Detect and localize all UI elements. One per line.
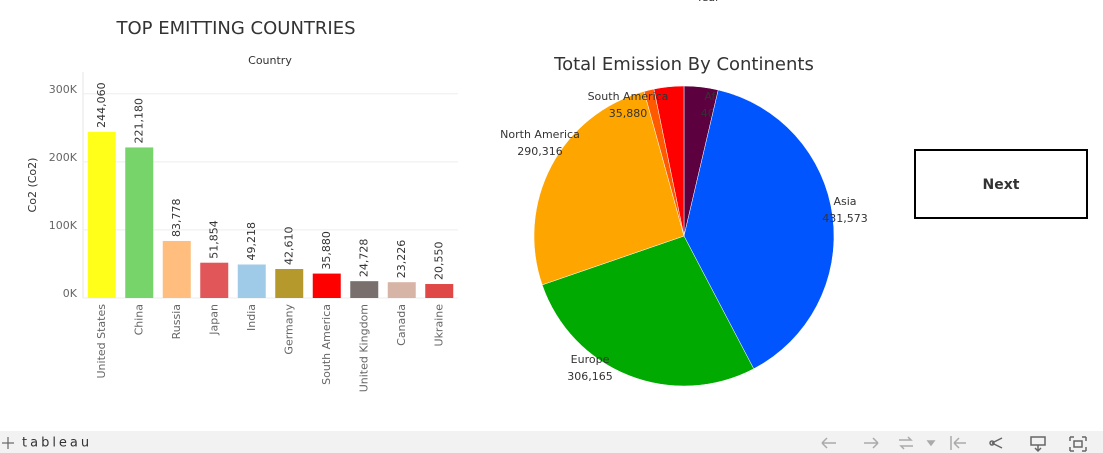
- pie-slice: [541, 235, 755, 387]
- value-label: 24,728: [357, 239, 370, 278]
- y-tick-label: 300K: [49, 83, 78, 96]
- y-tick-label: 0K: [63, 287, 78, 300]
- pie-slice: [683, 89, 835, 370]
- x-tick-label: Russia: [170, 304, 183, 339]
- slice-name: Asia: [833, 195, 856, 208]
- undo-icon[interactable]: [821, 437, 836, 449]
- slice-name: North America: [500, 128, 580, 141]
- value-label: 83,778: [170, 198, 183, 237]
- column-header: Country: [248, 54, 292, 67]
- slice-value: 35,880: [609, 107, 648, 120]
- bar: [275, 268, 304, 298]
- reset-icon[interactable]: [950, 436, 966, 450]
- bar: [200, 262, 229, 298]
- y-tick-label: 100K: [49, 219, 78, 232]
- tableau-logo: [2, 437, 14, 449]
- slice-value: 306,165: [567, 370, 613, 383]
- value-label: 23,226: [395, 240, 408, 279]
- pie-slice: [653, 85, 685, 237]
- x-tick-label: South America: [320, 304, 333, 385]
- bar: [425, 284, 454, 298]
- fullscreen-icon[interactable]: [1069, 436, 1087, 452]
- redo-icon[interactable]: [864, 437, 879, 449]
- value-label: 42,610: [282, 226, 295, 265]
- slice-name: South America: [588, 90, 669, 103]
- share-icon[interactable]: [989, 437, 1003, 449]
- value-label: 51,854: [207, 220, 220, 259]
- bar: [350, 281, 379, 298]
- y-axis-label: Co2 (Co2): [26, 158, 39, 213]
- y-tick-label: 200K: [49, 151, 78, 164]
- x-tick-label: China: [132, 304, 145, 335]
- bar: [87, 131, 116, 298]
- dropdown-icon[interactable]: [926, 440, 936, 447]
- button-label[interactable]: Next: [983, 177, 1020, 193]
- footer-bar: [0, 431, 1103, 453]
- bar: [237, 264, 266, 298]
- pie-slice: [533, 91, 685, 286]
- value-label: 244,060: [95, 82, 108, 128]
- slice-value: 290,316: [517, 145, 563, 158]
- bar-title: TOP EMITTING COUNTRIES: [115, 18, 355, 39]
- slice-name: Europe: [571, 353, 610, 366]
- footer-brand[interactable]: tableau: [22, 436, 92, 451]
- download-icon[interactable]: [1030, 436, 1046, 453]
- value-label: 35,880: [320, 231, 333, 270]
- bar: [162, 240, 191, 298]
- bar: [125, 147, 154, 298]
- value-label: 221,180: [132, 98, 145, 144]
- x-tick-label: Canada: [395, 304, 408, 346]
- bar: [312, 273, 341, 298]
- x-tick-label: Ukraine: [432, 304, 445, 347]
- value-label: 20,550: [432, 242, 445, 281]
- year-label: Year: [695, 0, 720, 4]
- value-label: 49,218: [245, 222, 258, 261]
- toolbar-icons: [821, 436, 1087, 453]
- x-tick-label: India: [245, 304, 258, 331]
- pie-title: Total Emission By Continents: [553, 54, 814, 75]
- revert-icon[interactable]: [899, 436, 913, 450]
- x-tick-label: Germany: [282, 304, 295, 355]
- next-button[interactable]: Next: [914, 149, 1088, 219]
- bar: [387, 282, 416, 298]
- x-tick-label: United Kingdom: [357, 304, 370, 392]
- x-tick-label: Japan: [207, 304, 220, 336]
- slice-value: 431,573: [822, 212, 868, 225]
- x-tick-label: United States: [95, 304, 108, 379]
- button-frame[interactable]: [914, 149, 1088, 219]
